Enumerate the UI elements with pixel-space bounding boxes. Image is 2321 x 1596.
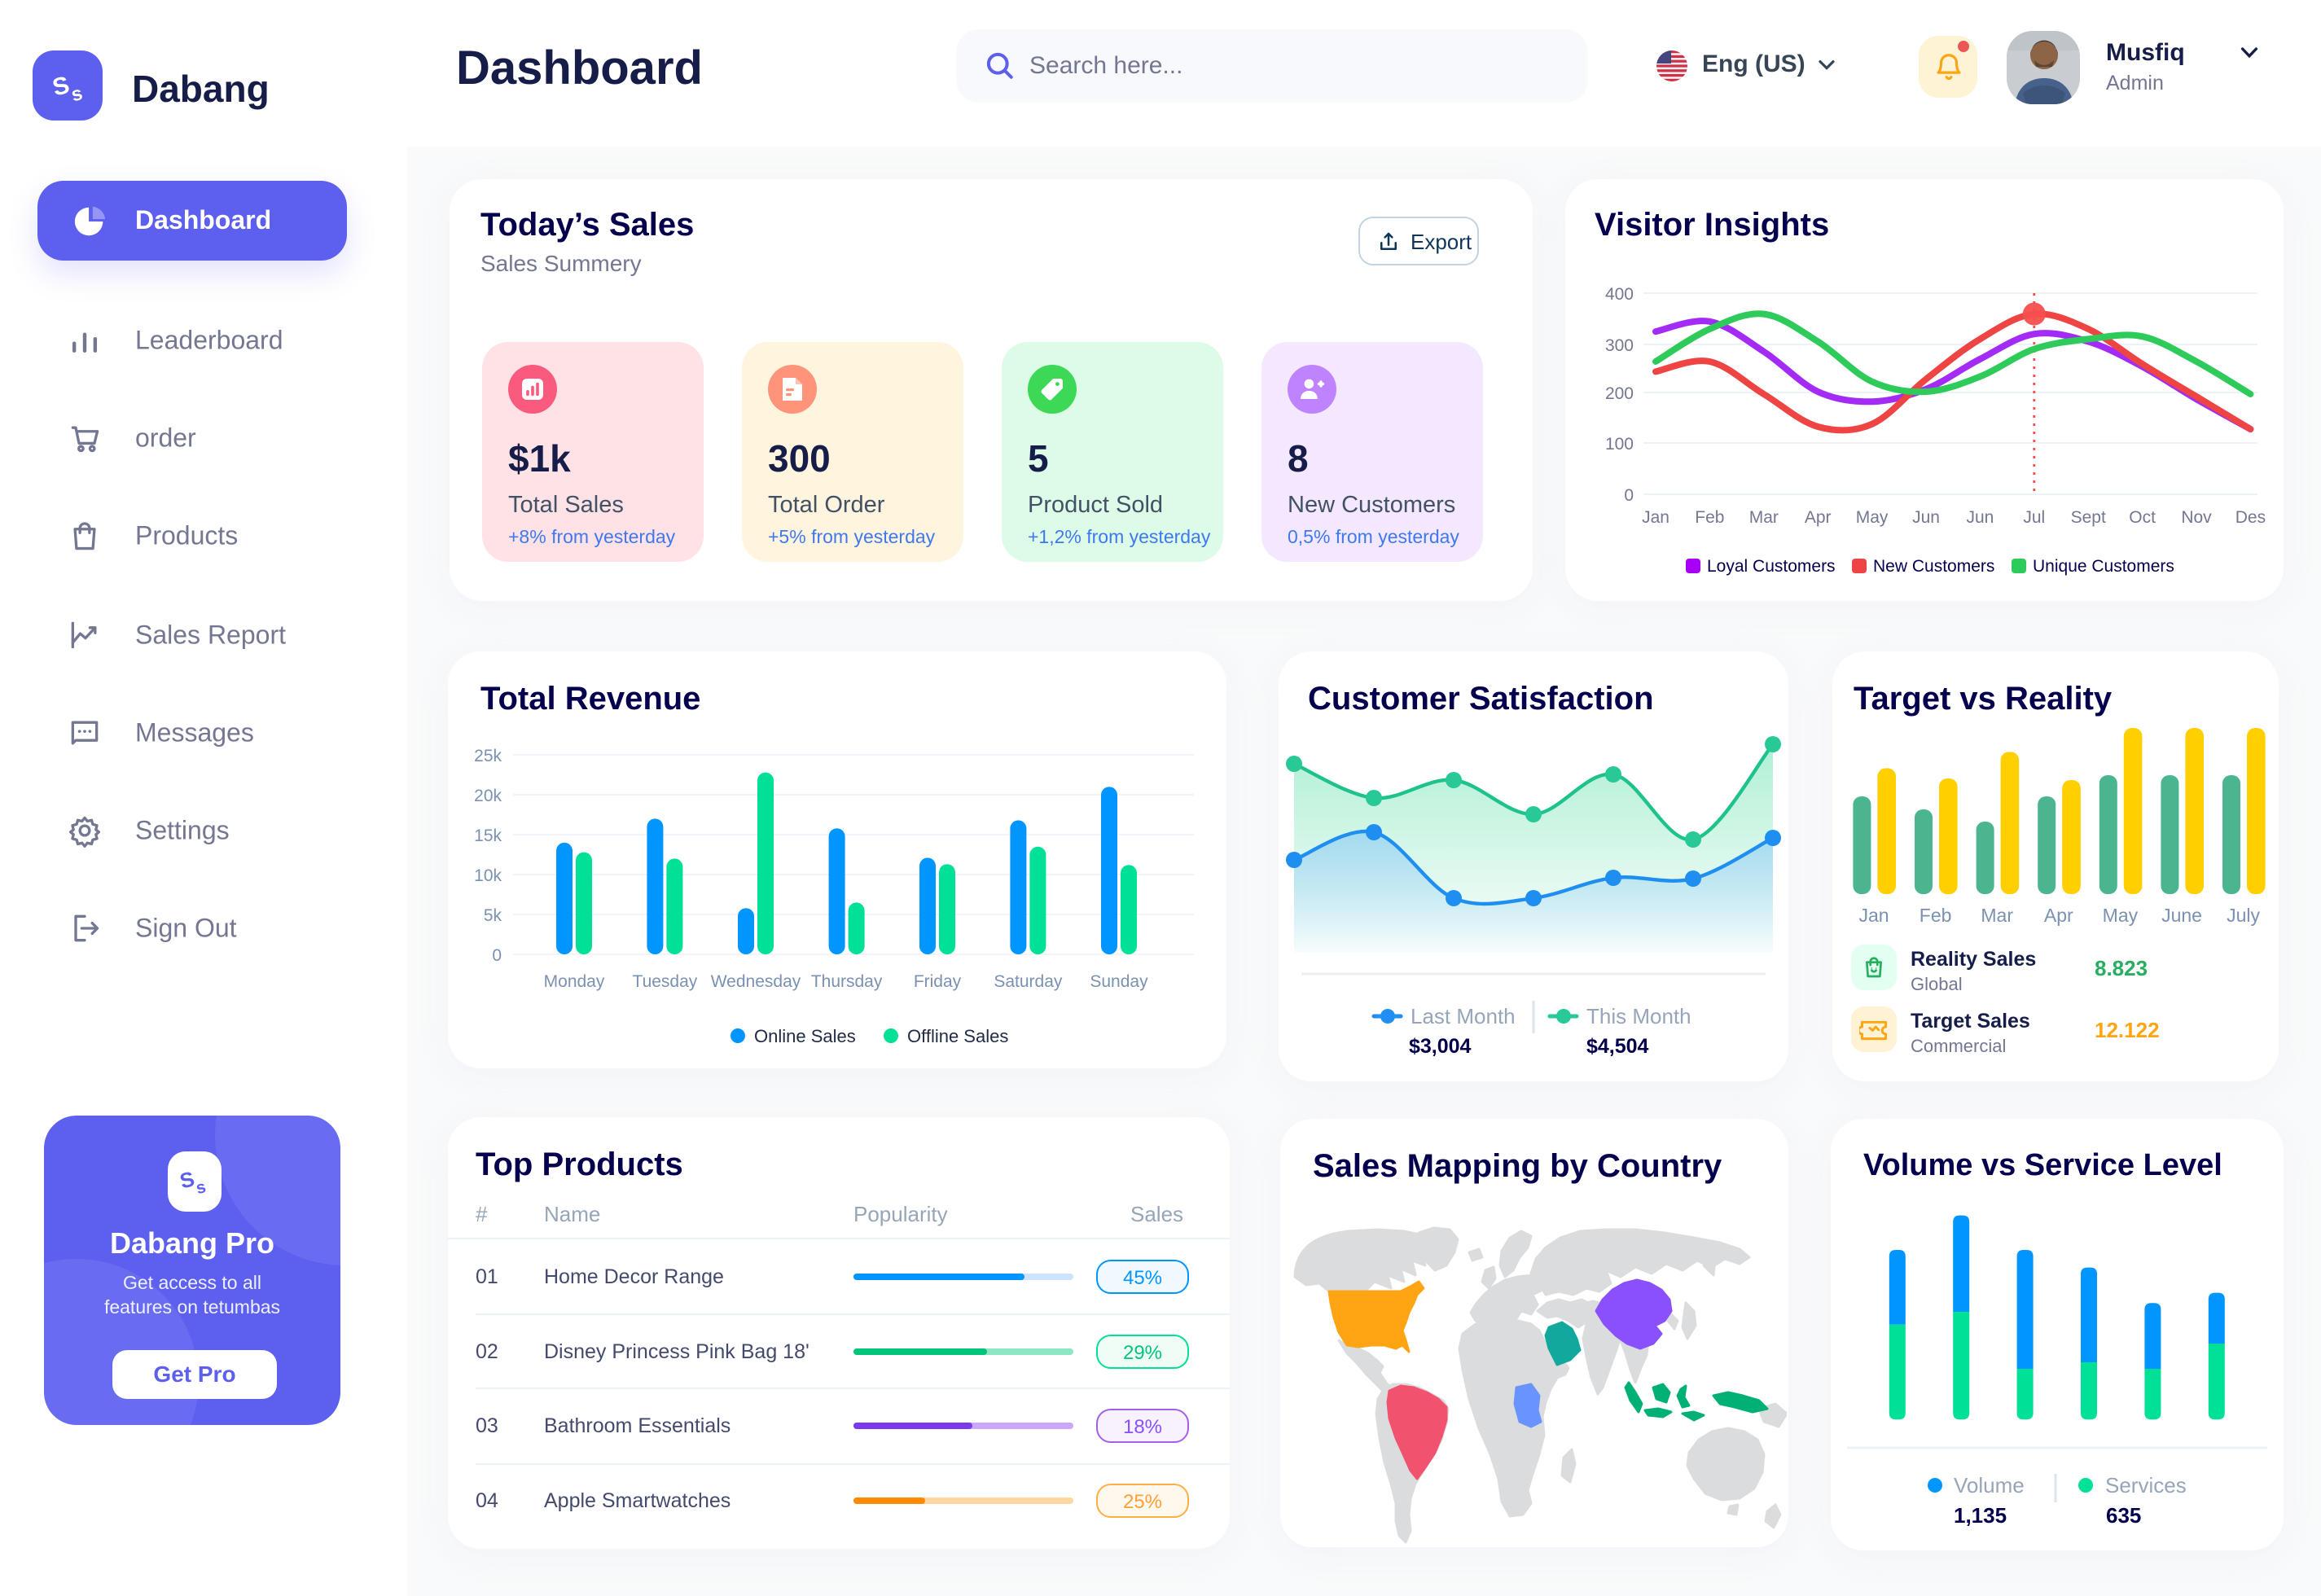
svg-text:400: 400: [1605, 285, 1634, 304]
svg-text:Sunday: Sunday: [1090, 972, 1148, 991]
svg-text:July: July: [2227, 905, 2260, 926]
svg-text:0: 0: [1624, 486, 1634, 505]
svg-text:May: May: [2103, 905, 2139, 926]
svg-text:Jan: Jan: [1858, 905, 1889, 926]
svg-text:Saturday: Saturday: [994, 972, 1063, 991]
svg-text:Services: Services: [2105, 1473, 2187, 1497]
svg-text:1,135: 1,135: [1954, 1503, 2007, 1528]
svg-text:Oct: Oct: [2129, 508, 2156, 527]
svg-text:300: 300: [1605, 336, 1634, 355]
svg-text:100: 100: [1605, 435, 1634, 454]
svg-text:Volume: Volume: [1954, 1473, 2025, 1497]
svg-text:Mar: Mar: [1981, 905, 2013, 926]
svg-text:Feb: Feb: [1695, 508, 1724, 527]
svg-text:May: May: [1856, 508, 1889, 527]
svg-text:Apr: Apr: [2044, 905, 2073, 926]
svg-text:Unique Customers: Unique Customers: [2033, 557, 2174, 576]
svg-text:Jun: Jun: [1966, 508, 1994, 527]
svg-text:June: June: [2161, 905, 2202, 926]
svg-text:635: 635: [2106, 1503, 2141, 1528]
svg-text:200: 200: [1605, 384, 1634, 403]
svg-text:15k: 15k: [474, 826, 502, 845]
svg-text:Jun: Jun: [1912, 508, 1940, 527]
svg-text:New Customers: New Customers: [1873, 557, 1994, 576]
svg-text:$4,504: $4,504: [1586, 1035, 1649, 1058]
svg-text:Jan: Jan: [1642, 508, 1669, 527]
svg-text:0: 0: [492, 946, 502, 965]
svg-text:Feb: Feb: [1920, 905, 1952, 926]
svg-text:s: s: [194, 1177, 208, 1198]
svg-text:25k: 25k: [474, 747, 502, 765]
svg-text:s: s: [69, 82, 85, 106]
svg-text:Thursday: Thursday: [811, 972, 883, 991]
svg-text:Friday: Friday: [914, 972, 962, 991]
svg-text:Online Sales: Online Sales: [754, 1026, 856, 1046]
svg-text:5k: 5k: [484, 906, 502, 925]
svg-text:Des: Des: [2235, 508, 2266, 527]
svg-text:Nov: Nov: [2181, 508, 2212, 527]
svg-text:Last Month: Last Month: [1411, 1004, 1516, 1028]
svg-text:$3,004: $3,004: [1409, 1035, 1472, 1058]
svg-text:Wednesday: Wednesday: [711, 972, 801, 991]
svg-text:Sept: Sept: [2071, 508, 2106, 527]
svg-text:Mar: Mar: [1749, 508, 1779, 527]
svg-text:Tuesday: Tuesday: [633, 972, 698, 991]
svg-text:20k: 20k: [474, 787, 502, 805]
svg-text:Offline Sales: Offline Sales: [907, 1026, 1008, 1046]
svg-text:Apr: Apr: [1805, 508, 1832, 527]
svg-text:This Month: This Month: [1586, 1004, 1691, 1028]
svg-text:Monday: Monday: [544, 972, 605, 991]
svg-text:10k: 10k: [474, 866, 502, 885]
svg-text:Jul: Jul: [2023, 508, 2045, 527]
svg-text:Loyal Customers: Loyal Customers: [1707, 557, 1836, 576]
